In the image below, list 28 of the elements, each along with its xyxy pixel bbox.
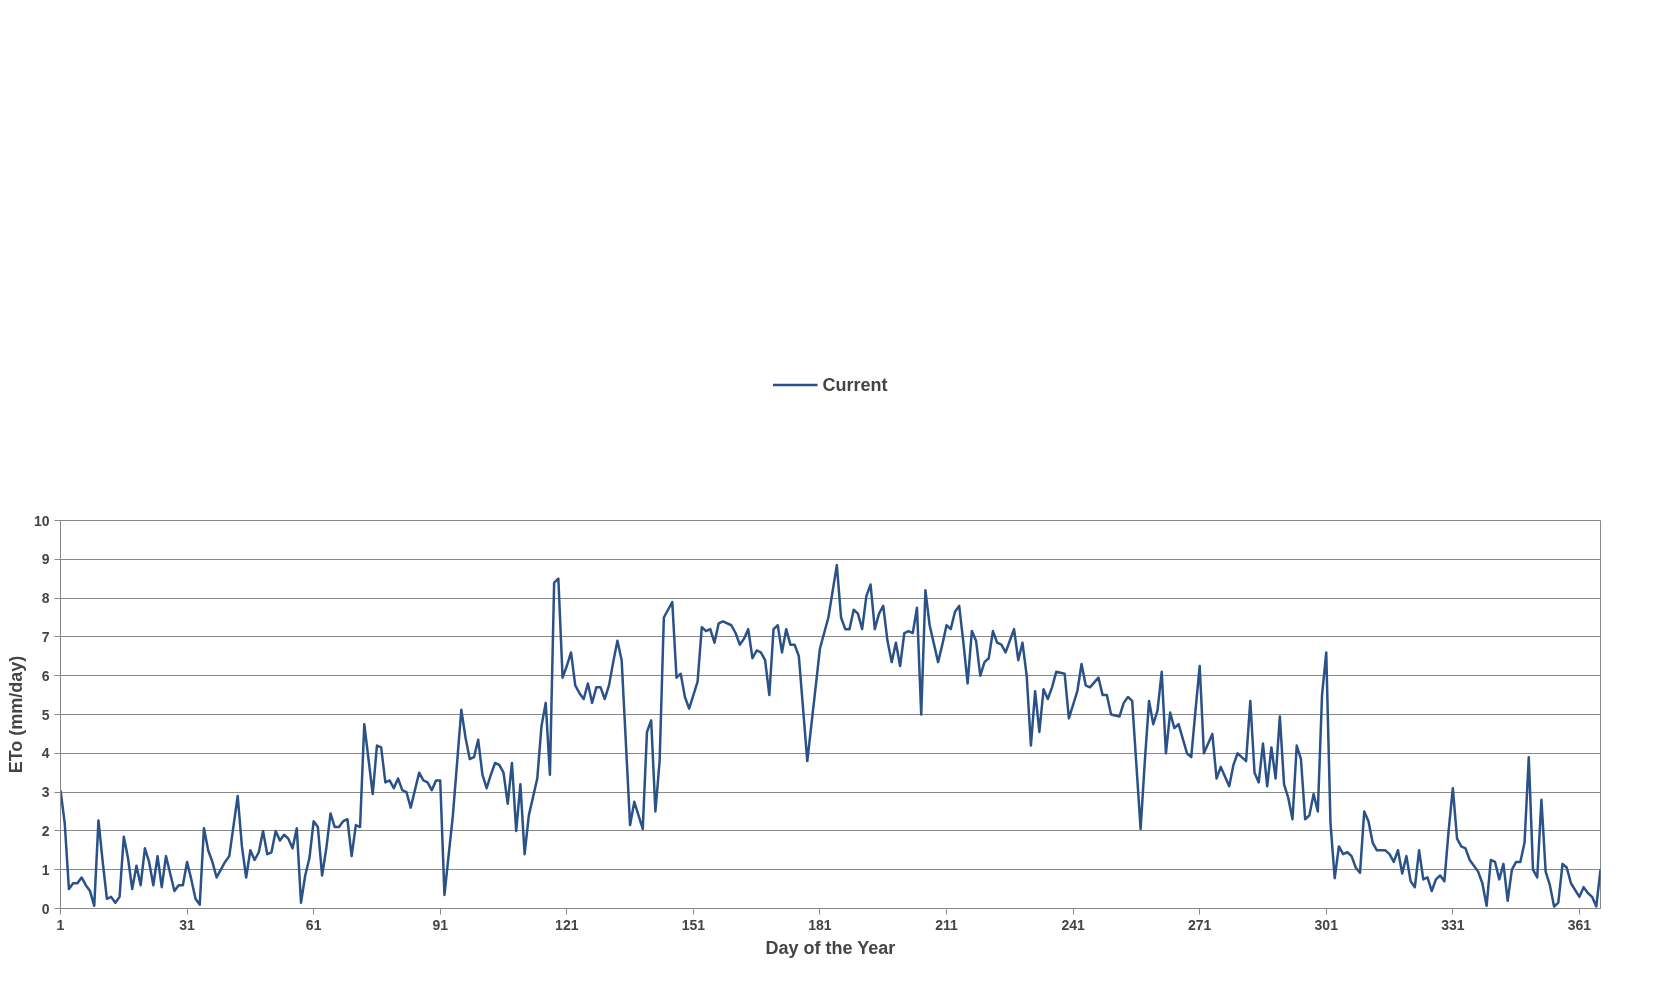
y-tick-label: 1 (41, 861, 50, 878)
y-tick-label: 5 (41, 706, 50, 723)
x-tick-label: 91 (432, 916, 449, 933)
y-axis-title: ETo (mm/day) (5, 655, 26, 774)
x-tick-label: 151 (681, 916, 706, 933)
legend-label: Current (822, 374, 888, 396)
y-tick-label: 8 (41, 590, 50, 607)
y-tick-label: 10 (33, 512, 50, 529)
x-tick-label: 271 (1188, 916, 1212, 933)
line-series (60, 563, 1601, 908)
y-tick-label: 0 (41, 900, 50, 917)
y-tick-label: 7 (41, 628, 50, 645)
x-tick-label: 241 (1061, 916, 1085, 933)
x-tick-label: 331 (1441, 916, 1465, 933)
y-tick-label: 3 (41, 784, 50, 801)
x-axis-title: Day of the Year (765, 937, 896, 958)
x-tick-label: 181 (808, 916, 832, 933)
y-tick-label: 9 (41, 551, 50, 568)
x-tick-label: 1 (56, 916, 65, 933)
y-tick-label: 2 (41, 822, 50, 839)
x-tick-label: 121 (555, 916, 579, 933)
y-tick-label: 6 (41, 667, 50, 684)
x-tick-label: 211 (935, 916, 959, 933)
x-tick-label: 301 (1314, 916, 1339, 933)
x-tick-label: 361 (1567, 916, 1592, 933)
y-tick-label: 4 (41, 745, 50, 762)
x-tick-label: 31 (179, 916, 196, 933)
x-tick-label: 61 (305, 916, 322, 933)
